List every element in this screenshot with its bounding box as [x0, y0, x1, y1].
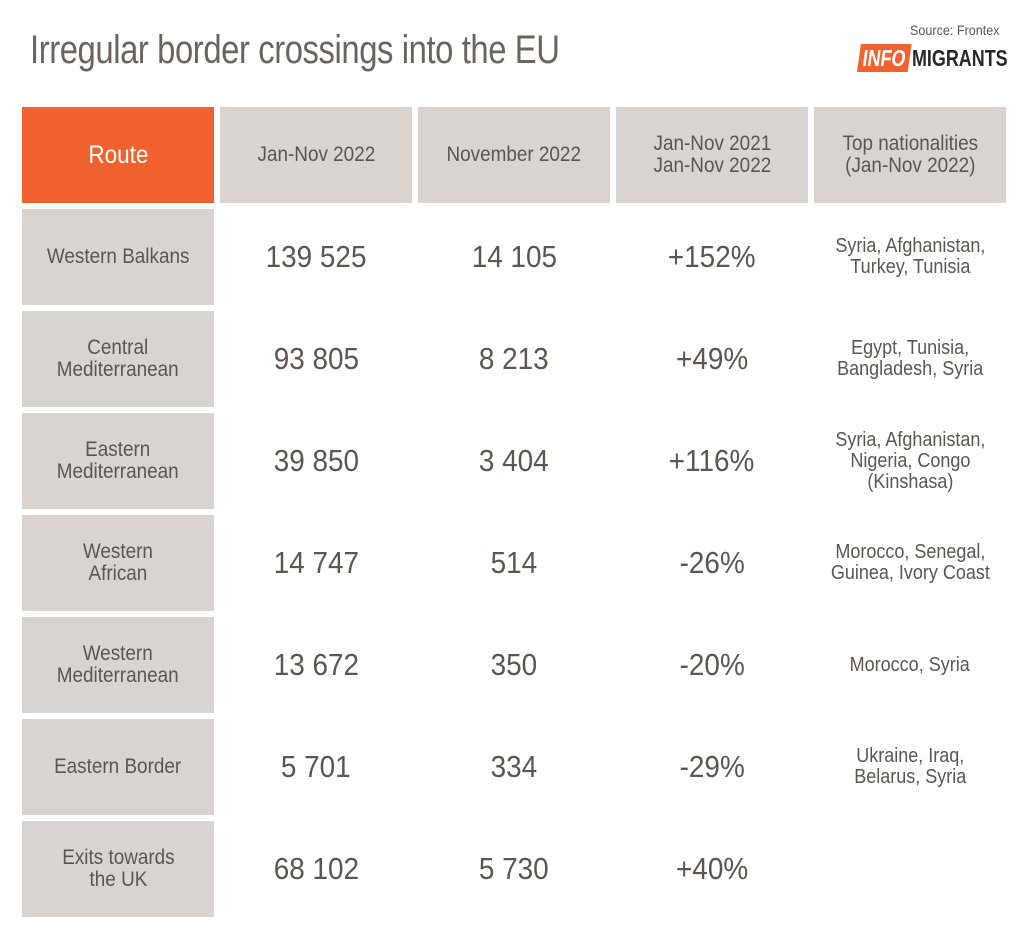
jan-nov-2022-value: 68 102 — [273, 850, 359, 886]
table-cell-route-label: Eastern Mediterranean — [22, 413, 214, 509]
change-value: +49% — [675, 340, 749, 376]
logo-info-text: INFO — [857, 44, 912, 72]
table-cell-november-2022-value: 334 — [418, 719, 610, 815]
header-top-nationalities-label: Top nationalities (Jan-Nov 2022) — [842, 131, 978, 177]
table-cell-change-value: +49% — [616, 311, 808, 407]
jan-nov-2022-value: 14 747 — [273, 544, 359, 580]
change-value: +116% — [669, 442, 755, 478]
november-2022-value: 8 213 — [479, 340, 549, 376]
table-cell-change-value: +40% — [616, 821, 808, 917]
table-cell-route-label: Central Mediterranean — [22, 311, 214, 407]
table-cell-november-2022-value: 350 — [418, 617, 610, 713]
table-cell-route-label: Western Mediterranean — [22, 617, 214, 713]
table-cell-november-2022-value: 514 — [418, 515, 610, 611]
jan-nov-2022-value: 5 701 — [281, 748, 351, 784]
header-jan-nov-2022-label: Jan-Nov 2022 — [257, 142, 375, 166]
data-table: Route Jan-Nov 2022 November 2022 Jan-Nov 20… — [22, 107, 1006, 917]
november-2022-value: 3 404 — [479, 442, 549, 478]
header-change-label: Jan-Nov 2021 Jan-Nov 2022 — [653, 131, 771, 177]
table-cell-jan-nov-2022-value: 39 850 — [220, 413, 412, 509]
jan-nov-2022-value: 93 805 — [273, 340, 359, 376]
table-cell-november-2022-value: 5 730 — [418, 821, 610, 917]
header-change: Jan-Nov 2021 Jan-Nov 2022 — [616, 107, 808, 203]
top-nationalities-value: Morocco, Syria — [849, 653, 971, 676]
table-cell-top-nationalities-value: Morocco, Senegal, Guinea, Ivory Coast — [814, 515, 1006, 611]
november-2022-value: 14 105 — [471, 238, 557, 274]
table-cell-change-value: -26% — [616, 515, 808, 611]
change-value: -20% — [679, 646, 745, 682]
top-nationalities-value: Syria, Afghanistan, Nigeria, Congo (Kins… — [834, 428, 986, 493]
header-jan-nov-2022: Jan-Nov 2022 — [220, 107, 412, 203]
chart-title: Irregular border crossings into the EU — [30, 28, 560, 72]
table-cell-route-label: Eastern Border — [22, 719, 214, 815]
route-label: Western Mediterranean — [57, 641, 179, 687]
jan-nov-2022-value: 13 672 — [273, 646, 359, 682]
table-cell-change-value: +116% — [616, 413, 808, 509]
table-cell-jan-nov-2022-value: 5 701 — [220, 719, 412, 815]
table-cell-route-label: Exits towards the UK — [22, 821, 214, 917]
table-cell-top-nationalities-value: Ukraine, Iraq, Belarus, Syria — [814, 719, 1006, 815]
jan-nov-2022-value: 39 850 — [273, 442, 359, 478]
table-cell-top-nationalities-value: Syria, Afghanistan, Turkey, Tunisia — [814, 209, 1006, 305]
table-cell-november-2022-value: 14 105 — [418, 209, 610, 305]
table-cell-route-label: Western Balkans — [22, 209, 214, 305]
change-value: -29% — [679, 748, 745, 784]
header-top-nationalities: Top nationalities (Jan-Nov 2022) — [814, 107, 1006, 203]
top-nationalities-value: Morocco, Senegal, Guinea, Ivory Coast — [830, 541, 990, 584]
table-cell-top-nationalities-value — [814, 821, 1006, 917]
route-label: Western African — [82, 539, 154, 585]
table-cell-top-nationalities-value: Egypt, Tunisia, Bangladesh, Syria — [814, 311, 1006, 407]
infomigrants-logo: INFO MIGRANTS — [857, 44, 1008, 72]
header-november-2022-label: November 2022 — [446, 142, 582, 166]
table-cell-jan-nov-2022-value: 14 747 — [220, 515, 412, 611]
table-cell-top-nationalities-value: Morocco, Syria — [814, 617, 1006, 713]
table-cell-change-value: +152% — [616, 209, 808, 305]
table-cell-november-2022-value: 3 404 — [418, 413, 610, 509]
route-label: Eastern Border — [54, 754, 182, 778]
header-november-2022: November 2022 — [418, 107, 610, 203]
table-cell-change-value: -20% — [616, 617, 808, 713]
table-cell-route-label: Western African — [22, 515, 214, 611]
table-cell-top-nationalities-value: Syria, Afghanistan, Nigeria, Congo (Kins… — [814, 413, 1006, 509]
table-cell-change-value: -29% — [616, 719, 808, 815]
november-2022-value: 350 — [490, 646, 538, 682]
header-route-label: Route — [87, 140, 149, 169]
change-value: +152% — [668, 238, 756, 274]
table-cell-jan-nov-2022-value: 13 672 — [220, 617, 412, 713]
top-nationalities-value: Ukraine, Iraq, Belarus, Syria — [853, 745, 967, 788]
table-cell-jan-nov-2022-value: 68 102 — [220, 821, 412, 917]
change-value: +40% — [675, 850, 749, 886]
top-nationalities-value: Syria, Afghanistan, Turkey, Tunisia — [834, 235, 986, 278]
route-label: Eastern Mediterranean — [57, 437, 179, 483]
table-cell-jan-nov-2022-value: 93 805 — [220, 311, 412, 407]
route-label: Exits towards the UK — [61, 845, 175, 891]
route-label: Western Balkans — [46, 244, 190, 268]
jan-nov-2022-value: 139 525 — [265, 238, 367, 274]
november-2022-value: 5 730 — [479, 850, 549, 886]
source-note: Source: Frontex — [910, 22, 1000, 38]
table-cell-jan-nov-2022-value: 139 525 — [220, 209, 412, 305]
change-value: -26% — [679, 544, 745, 580]
november-2022-value: 514 — [490, 544, 538, 580]
header-route: Route — [22, 107, 214, 203]
logo-migrants-text: MIGRANTS — [912, 45, 1008, 71]
route-label: Central Mediterranean — [57, 335, 179, 381]
table-cell-november-2022-value: 8 213 — [418, 311, 610, 407]
november-2022-value: 334 — [490, 748, 538, 784]
top-nationalities-value: Egypt, Tunisia, Bangladesh, Syria — [836, 337, 984, 380]
